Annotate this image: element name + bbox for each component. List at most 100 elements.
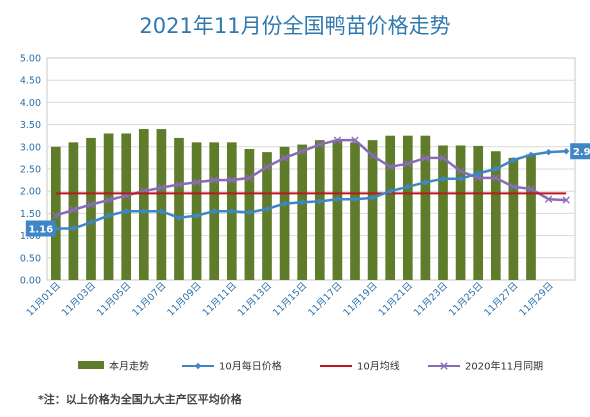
bar (438, 145, 448, 280)
series-point (421, 154, 430, 162)
bar (50, 146, 61, 280)
bar (420, 135, 431, 280)
series-point (527, 151, 535, 158)
bar (526, 154, 536, 280)
x-tick-label: 11月29日 (517, 280, 555, 318)
x-tick-label: 11月21日 (377, 280, 415, 318)
series-point (475, 170, 482, 177)
series-point (457, 175, 464, 182)
series-point (369, 194, 376, 202)
bar (314, 140, 325, 280)
series-point (544, 195, 553, 203)
series-point (211, 207, 218, 215)
series-point (69, 206, 78, 214)
series-point (192, 178, 201, 187)
series-point (404, 183, 411, 190)
bar (191, 142, 202, 280)
y-tick-label: 1.00 (20, 231, 41, 242)
bar (473, 145, 484, 280)
series-point (299, 199, 306, 206)
series-point (246, 209, 253, 216)
series-point (316, 198, 323, 205)
series-point (263, 163, 271, 171)
series-point (439, 154, 447, 162)
x-tick-label: 11月03日 (60, 280, 98, 318)
legend-label: 2020年11月同期 (465, 360, 543, 373)
series-point (316, 140, 324, 149)
series-point (280, 154, 289, 162)
series-point (263, 205, 271, 213)
y-tick-label: 4.50 (20, 76, 41, 87)
x-tick-label: 11月19日 (341, 280, 379, 318)
series-point (281, 200, 288, 207)
legend-marker (194, 362, 202, 370)
series-point (175, 180, 183, 189)
chart-title: 2021年11月份全国鸭苗价格走势 (139, 14, 451, 38)
series-point (52, 211, 60, 220)
series-point (368, 151, 377, 160)
series-line (55, 138, 567, 217)
x-tick-label: 11月17日 (306, 280, 344, 318)
bar (86, 137, 96, 280)
series-point (105, 212, 112, 219)
legend-swatch (78, 361, 104, 369)
series-point (210, 176, 218, 184)
x-tick-label: 11月23日 (412, 280, 450, 318)
legend-label: 本月走势 (109, 360, 149, 373)
series-point (563, 148, 570, 155)
y-tick-label: 2.00 (20, 187, 41, 198)
bar (279, 146, 290, 280)
bar (332, 140, 343, 280)
x-tick-label: 11月13日 (236, 280, 274, 318)
series-point (562, 196, 570, 204)
end-value-box (570, 143, 590, 160)
series-point (509, 183, 518, 191)
series-point (334, 195, 341, 203)
series-point (351, 195, 359, 203)
x-tick-label: 11月05日 (95, 280, 133, 318)
footnote: *注：以上价格为全国九大主产区平均价格 (38, 393, 242, 406)
x-tick-label: 11月25日 (447, 280, 485, 318)
series-point (527, 185, 535, 193)
series-point (492, 174, 500, 182)
legend-marker (440, 362, 448, 370)
series-point (140, 207, 147, 215)
bar (262, 152, 272, 280)
bar (367, 140, 378, 280)
series-point (351, 136, 359, 144)
bar (508, 157, 519, 280)
y-tick-label: 5.00 (20, 54, 41, 65)
series-point (387, 188, 394, 195)
legend-label: 10月均线 (357, 360, 400, 373)
y-tick-label: 3.00 (20, 142, 41, 153)
start-value-box (25, 220, 56, 237)
series-point (474, 174, 482, 182)
series-point (510, 156, 517, 164)
series-point (104, 196, 113, 204)
series-point (298, 147, 306, 155)
x-tick-label: 11月15日 (271, 280, 309, 318)
series-point (175, 214, 183, 222)
start-value-label: 1.16 (28, 224, 53, 235)
bar (121, 133, 132, 280)
bar (350, 142, 360, 280)
series-point (123, 207, 130, 215)
bar (455, 145, 466, 280)
end-value-label: 2.90 (573, 147, 590, 158)
series-point (439, 175, 447, 182)
series-point (456, 167, 465, 175)
y-tick-label: 3.50 (20, 120, 41, 131)
bar (156, 129, 167, 280)
x-tick-label: 11月27日 (482, 280, 520, 318)
series-point (228, 176, 236, 184)
series-point (245, 174, 254, 182)
bar (297, 144, 308, 280)
x-tick-label: 11月09日 (165, 280, 203, 318)
y-tick-label: 0.50 (20, 253, 41, 264)
bar (103, 133, 114, 280)
series-point (157, 183, 166, 192)
series-point (492, 165, 499, 173)
y-tick-label: 0.00 (20, 276, 41, 287)
